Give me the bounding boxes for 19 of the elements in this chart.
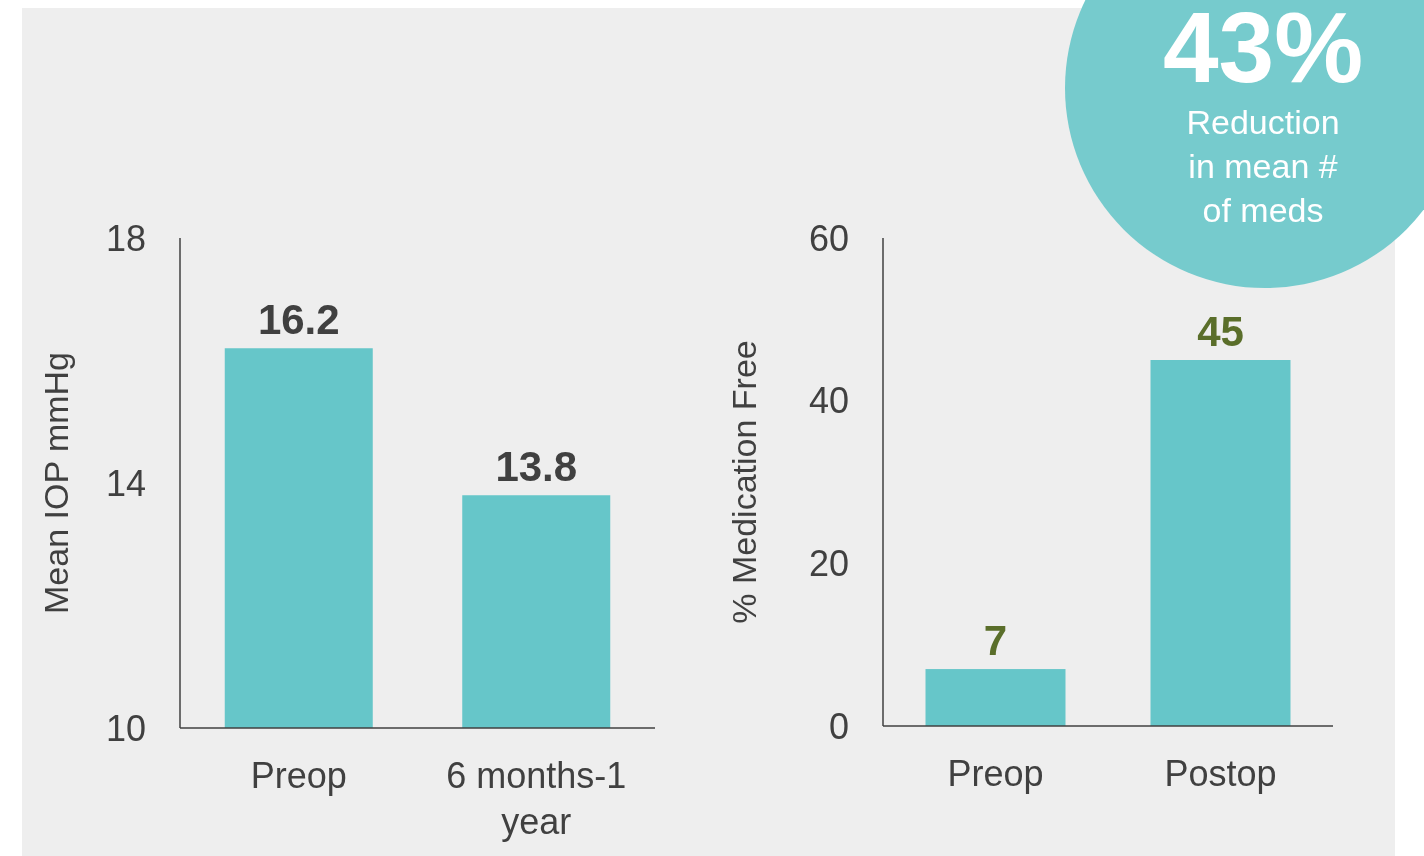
- data-label: 13.8: [495, 443, 578, 491]
- x-tick-label: Preop: [947, 753, 1044, 794]
- y-tick-label: 20: [808, 542, 849, 584]
- y-tick-label: 40: [808, 380, 849, 422]
- y-tick-label: 14: [105, 462, 146, 504]
- data-label: 16.2: [257, 296, 340, 344]
- text: Reduction in mean # of meds: [1186, 103, 1340, 229]
- y-axis-title: Mean IOP mmHg: [37, 351, 75, 615]
- y-tick-label: 18: [105, 217, 146, 259]
- y-axis-title: % Medication Free: [725, 340, 763, 624]
- data-label: 7: [983, 617, 1008, 665]
- x-tick-label: 6 months-1 year: [446, 755, 627, 842]
- y-tick-label: 10: [105, 707, 146, 749]
- x-tick-label: Preop: [250, 755, 347, 796]
- y-tick-label: 60: [808, 217, 849, 259]
- text: 43%: [1162, 0, 1364, 103]
- x-tick-label: Postop: [1164, 753, 1277, 794]
- data-label: 45: [1197, 308, 1244, 355]
- y-tick-label: 0: [828, 705, 849, 747]
